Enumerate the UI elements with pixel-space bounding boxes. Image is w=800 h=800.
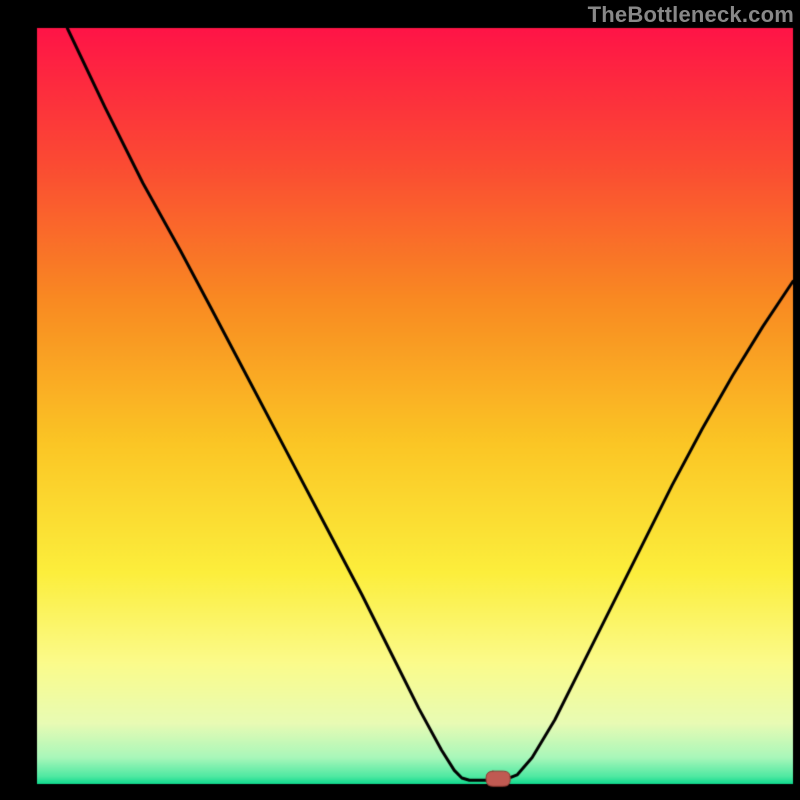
watermark-text: TheBottleneck.com: [588, 2, 794, 28]
chart-container: TheBottleneck.com: [0, 0, 800, 800]
bottleneck-chart: [0, 0, 800, 800]
